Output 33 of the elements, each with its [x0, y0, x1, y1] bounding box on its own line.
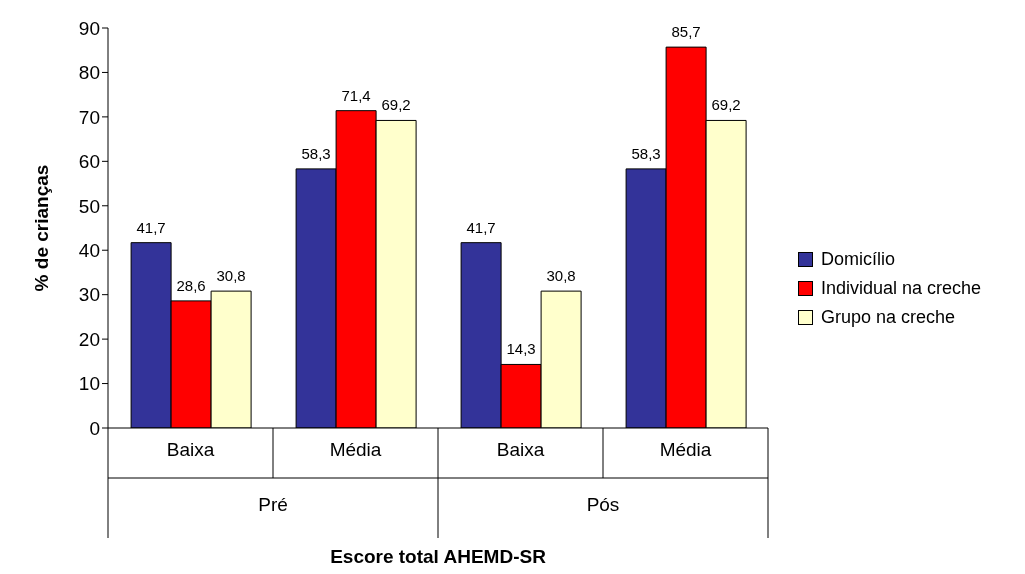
- data-label: 58,3: [301, 144, 331, 162]
- y-tick-label: 0: [89, 417, 100, 439]
- y-axis-title: % de crianças: [30, 164, 52, 292]
- data-label: 58,3: [631, 144, 661, 162]
- data-label: 30,8: [546, 267, 576, 285]
- x-axis-title: Escore total AHEMD-SR: [330, 546, 547, 567]
- y-tick-label: 10: [78, 373, 100, 395]
- y-tick-label: 90: [78, 17, 100, 39]
- data-label: 28,6: [176, 276, 206, 294]
- y-tick-label: 40: [78, 239, 100, 261]
- y-tick-label: 20: [78, 328, 100, 350]
- data-label: 30,8: [216, 267, 246, 285]
- legend-label: Domicílio: [821, 248, 896, 270]
- y-tick-label: 60: [78, 151, 100, 173]
- legend-label: Grupo na creche: [821, 306, 956, 328]
- y-tick-label: 30: [78, 284, 100, 306]
- data-label: 14,3: [506, 340, 536, 358]
- y-tick-label: 80: [78, 62, 100, 84]
- data-label: 69,2: [381, 96, 411, 114]
- y-tick-label: 70: [78, 106, 100, 128]
- legend-label: Individual na creche: [821, 277, 982, 299]
- text: Pós: [586, 494, 620, 515]
- data-label: 71,4: [341, 86, 371, 104]
- data-label: 69,2: [711, 96, 741, 114]
- text: Pré: [258, 494, 288, 515]
- data-label: 85,7: [671, 23, 701, 41]
- data-label: 41,7: [466, 218, 496, 236]
- x-tick-label: Média: [329, 439, 382, 460]
- x-tick-label: Baixa: [496, 439, 545, 460]
- y-tick-label: 50: [78, 195, 100, 217]
- data-label: 41,7: [136, 218, 166, 236]
- x-tick-label: Baixa: [166, 439, 215, 460]
- x-tick-label: Média: [659, 439, 712, 460]
